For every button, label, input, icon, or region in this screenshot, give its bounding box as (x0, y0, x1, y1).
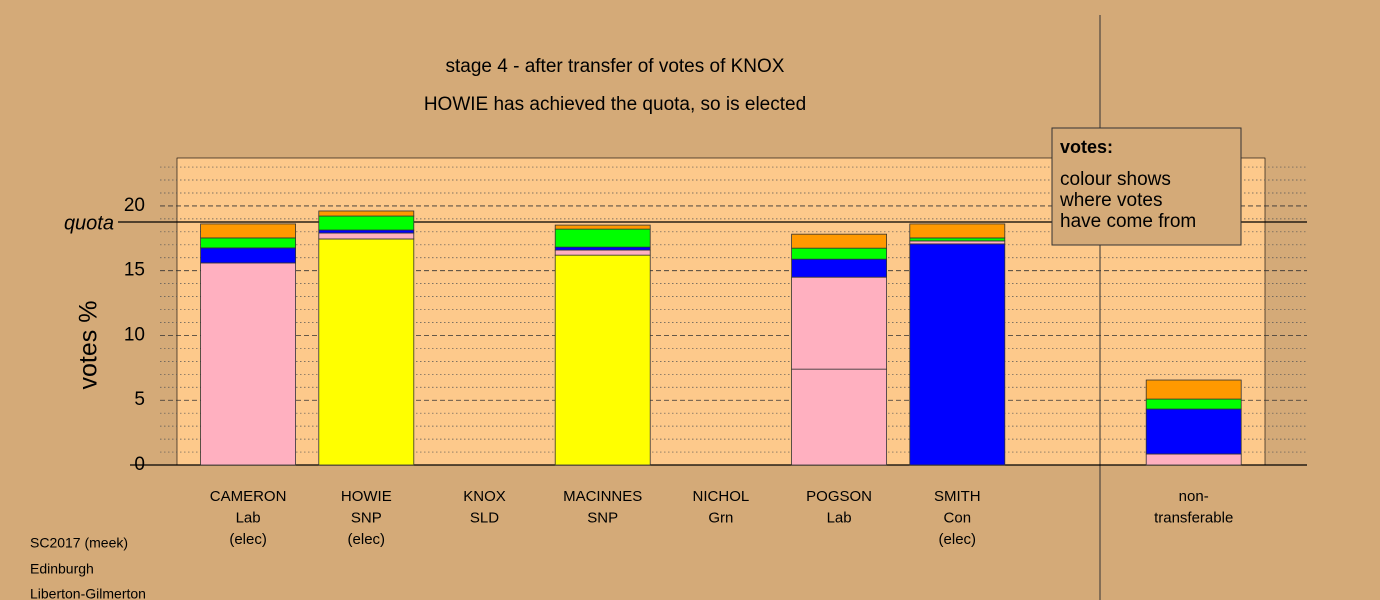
x-tick-label: SLD (470, 509, 499, 526)
y-tick-label: 20 (124, 195, 145, 216)
x-tick-label: CAMERON (210, 488, 287, 505)
bar-segment (318, 210, 415, 217)
bar-segment (554, 246, 651, 251)
x-tick-label: Grn (708, 509, 733, 526)
bar-segment (318, 215, 415, 231)
marks: 05101520quotaCAMERONLab(elec)HOWIESNP(el… (64, 166, 1307, 548)
x-tick-label: Lab (236, 509, 261, 526)
x-tick-label: SNP (587, 509, 618, 526)
bar-segment (909, 237, 1006, 242)
x-tick-label: SMITH (934, 488, 981, 505)
footer-text: Edinburgh (30, 561, 94, 577)
bar-segment (791, 233, 887, 249)
bar-segment (909, 240, 1006, 245)
x-tick-label: MACINNES (563, 488, 642, 505)
x-tick-label: Con (944, 509, 972, 526)
bar-segment (1145, 408, 1242, 455)
x-tick-label: Lab (827, 509, 852, 526)
footer-text: Liberton-Gilmerton (30, 586, 146, 600)
y-tick-label: 15 (124, 260, 145, 281)
bar-segment (791, 368, 887, 466)
quota-label: quota (64, 212, 114, 234)
x-tick-label: transferable (1154, 509, 1233, 526)
bar-segment (554, 224, 651, 230)
footer-text: SC2017 (meek) (30, 535, 128, 551)
bar-segment (200, 262, 297, 466)
bar-segment (1145, 453, 1242, 466)
x-tick-label: (elec) (229, 531, 267, 548)
bar-segment (200, 223, 297, 239)
bar-segment (554, 254, 651, 466)
bar-segment (909, 223, 1006, 239)
legend-text: colour shows (1060, 169, 1171, 190)
bar-segment (1145, 398, 1242, 410)
x-tick-label: NICHOL (693, 488, 750, 505)
legend-box (1051, 127, 1242, 246)
bar-segment (791, 258, 887, 278)
bar-segment (200, 237, 297, 249)
x-tick-label: (elec) (348, 531, 386, 548)
bar-segment (318, 238, 415, 466)
bar-segment (318, 232, 415, 240)
x-tick-label: (elec) (939, 531, 977, 548)
y-axis-label: votes % (75, 301, 103, 390)
x-tick-label: HOWIE (341, 488, 392, 505)
bar-segment (200, 247, 297, 264)
x-tick-label: POGSON (806, 488, 872, 505)
bar-segment (318, 229, 415, 234)
bar-segment (909, 243, 1006, 466)
y-tick-label: 5 (134, 389, 145, 410)
bar-segment (554, 249, 651, 256)
chart-subtitle: HOWIE has achieved the quota, so is elec… (424, 94, 806, 115)
legend-text: where votes (1059, 190, 1162, 211)
x-tick-label: non- (1179, 488, 1209, 505)
chart-title: stage 4 - after transfer of votes of KNO… (446, 56, 785, 77)
bar-segment (791, 247, 887, 260)
bar-segment (1145, 379, 1242, 400)
x-tick-label: KNOX (463, 488, 506, 505)
bar-segment (791, 276, 887, 370)
y-tick-label: 10 (124, 324, 145, 345)
x-tick-label: SNP (351, 509, 382, 526)
legend-title: votes: (1060, 137, 1113, 157)
legend-text: have come from (1060, 211, 1196, 232)
bar-segment (554, 228, 651, 248)
